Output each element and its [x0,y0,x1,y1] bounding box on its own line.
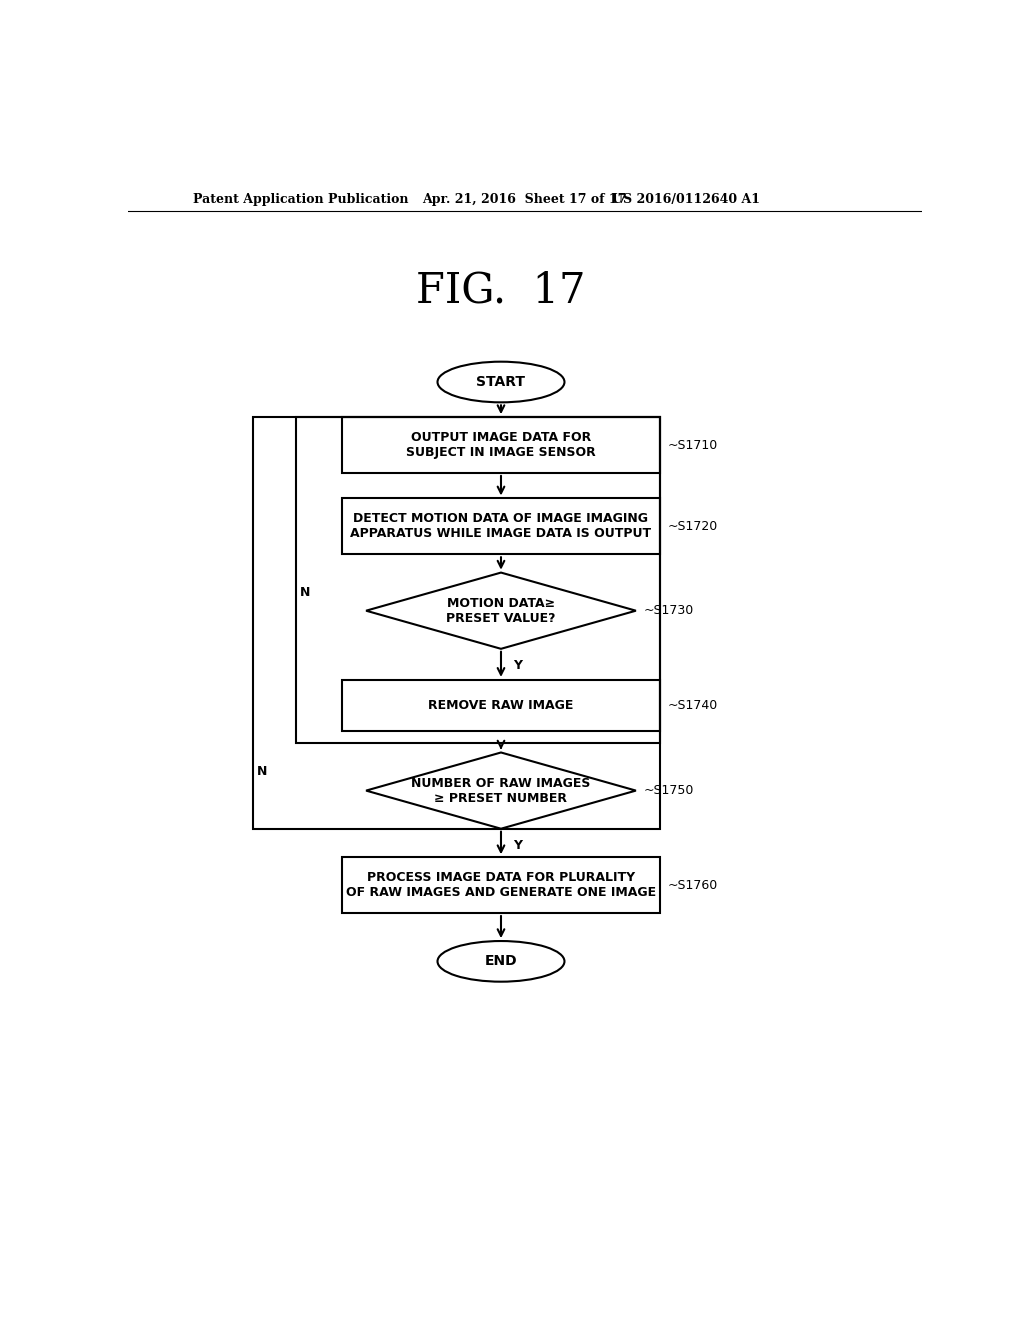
Text: FIG.  17: FIG. 17 [416,269,586,312]
Text: ~S1740: ~S1740 [668,698,718,711]
Text: N: N [257,766,267,779]
Text: Y: Y [513,659,522,672]
Text: ~S1720: ~S1720 [668,520,718,533]
Text: DETECT MOTION DATA OF IMAGE IMAGING
APPARATUS WHILE IMAGE DATA IS OUTPUT: DETECT MOTION DATA OF IMAGE IMAGING APPA… [350,512,651,540]
Text: NUMBER OF RAW IMAGES
≥ PRESET NUMBER: NUMBER OF RAW IMAGES ≥ PRESET NUMBER [412,776,591,805]
Text: N: N [300,586,310,598]
Text: ~S1710: ~S1710 [668,438,718,451]
Text: OUTPUT IMAGE DATA FOR
SUBJECT IN IMAGE SENSOR: OUTPUT IMAGE DATA FOR SUBJECT IN IMAGE S… [407,432,596,459]
Text: US 2016/0112640 A1: US 2016/0112640 A1 [612,193,760,206]
Bar [342,499,659,554]
Bar [342,417,659,473]
Text: END: END [484,954,517,969]
Text: Patent Application Publication: Patent Application Publication [194,193,409,206]
Text: REMOVE RAW IMAGE: REMOVE RAW IMAGE [428,698,573,711]
Text: ~S1760: ~S1760 [668,879,718,891]
Bar [253,417,659,829]
Text: ~S1730: ~S1730 [644,605,694,618]
Text: MOTION DATA≥
PRESET VALUE?: MOTION DATA≥ PRESET VALUE? [446,597,556,624]
Bar [342,857,659,913]
Text: Y: Y [513,840,522,851]
Bar [342,680,659,731]
Bar [296,417,659,743]
Text: ~S1750: ~S1750 [644,784,694,797]
Text: PROCESS IMAGE DATA FOR PLURALITY
OF RAW IMAGES AND GENERATE ONE IMAGE: PROCESS IMAGE DATA FOR PLURALITY OF RAW … [346,871,656,899]
Text: Apr. 21, 2016  Sheet 17 of 17: Apr. 21, 2016 Sheet 17 of 17 [422,193,626,206]
Text: START: START [476,375,525,389]
